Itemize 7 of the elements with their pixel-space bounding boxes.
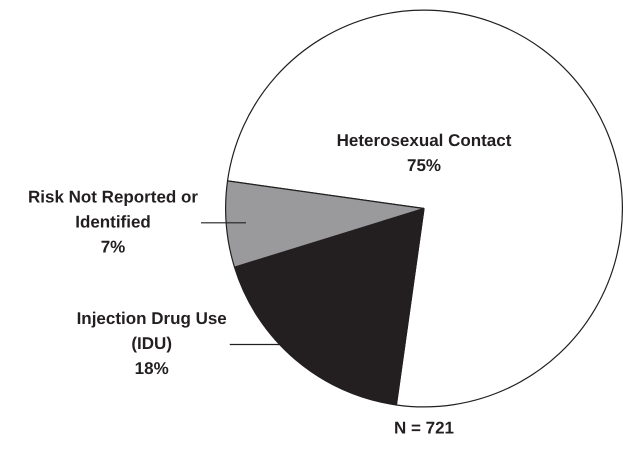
data-label: 75%: [406, 156, 442, 176]
slice-label: Risk Not Reported or Identified: [28, 188, 198, 232]
slice-label: Heterosexual Contact: [336, 131, 512, 150]
slice-label: Injection Drug Use (IDU): [76, 309, 227, 354]
text: N = 721: [394, 418, 454, 438]
data-label: 7%: [100, 238, 126, 257]
data-label: 18%: [134, 359, 169, 378]
